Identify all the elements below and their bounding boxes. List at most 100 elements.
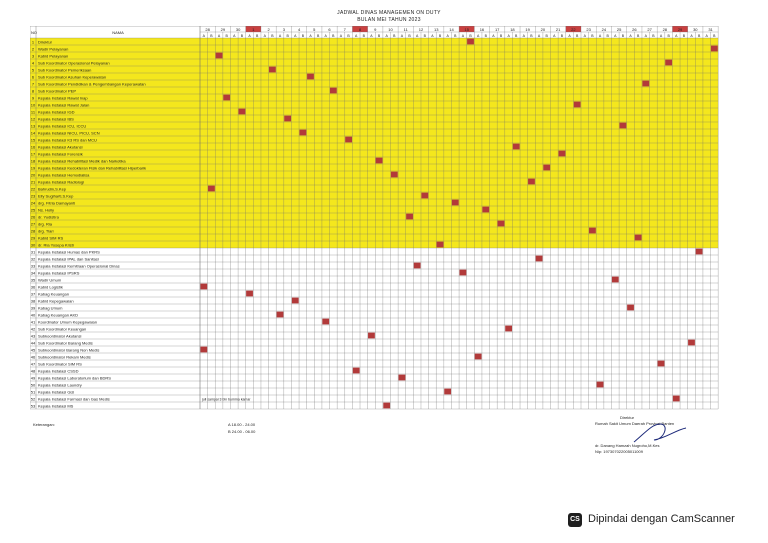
legend-shift-b: B 24.00 - 06.00 <box>228 429 256 434</box>
row-name: Kabid Pelayanan <box>38 54 68 59</box>
row-name: Kepala Instalasi Forensik <box>38 152 83 157</box>
duty-mark <box>268 66 276 73</box>
shift-label: B <box>317 34 320 38</box>
row-number: 10 <box>31 103 36 108</box>
row-number: 25 <box>31 208 36 213</box>
row-name: Kepala Instalasi NICU, PICU, SCN <box>38 131 100 136</box>
shift-label: A <box>248 34 251 38</box>
shift-label: B <box>652 34 655 38</box>
date-label: 26 <box>632 27 637 32</box>
date-header-red <box>565 26 581 32</box>
row-number: 31 <box>31 250 36 255</box>
row-name: Sub Koordinator Pendidikan & Pengembanga… <box>38 82 146 87</box>
row-name: drg. Fitria Damayanti <box>38 201 75 206</box>
row-number: 3 <box>32 54 35 59</box>
date-label: 13 <box>434 27 439 32</box>
row-number: 4 <box>32 61 35 66</box>
row-number: 50 <box>31 383 36 388</box>
row-name: Kabid Logistik <box>38 285 63 290</box>
row-name: Kabag Umum <box>38 306 63 311</box>
row-name: Kabid Kepegawaian <box>38 299 74 304</box>
date-label: 17 <box>495 27 500 32</box>
date-label: 30 <box>236 27 241 32</box>
shift-label: B <box>408 34 411 38</box>
camscanner-watermark: Dipindai dengan CamScanner <box>588 513 735 525</box>
shift-label: A <box>446 34 449 38</box>
camscanner-logo-icon: CS <box>568 513 582 527</box>
duty-mark <box>710 45 718 52</box>
shift-label: B <box>286 34 289 38</box>
signatory-nip: Nip: 197307022005011009 <box>595 449 643 454</box>
duty-mark <box>436 241 444 248</box>
date-label: 12 <box>419 27 424 32</box>
date-header-red <box>352 26 368 32</box>
row-name: Kepala Instalasi Rawat Inap <box>38 96 88 101</box>
row-name: Kepala Instalasi Rawat Jalan <box>38 103 89 108</box>
shift-label: B <box>683 34 686 38</box>
shift-label: A <box>675 34 678 38</box>
date-label: 7 <box>344 27 347 32</box>
shift-label: A <box>690 34 693 38</box>
shift-label: A <box>294 34 297 38</box>
legend-shift-a: A 18.00 - 24.00 <box>228 422 256 427</box>
duty-mark <box>421 192 429 199</box>
row-number: 6 <box>32 75 35 80</box>
shift-label: A <box>568 34 571 38</box>
row-number: 11 <box>31 110 36 115</box>
duty-mark <box>238 108 246 115</box>
shift-label: B <box>622 34 625 38</box>
shift-label: B <box>454 34 457 38</box>
shift-label: B <box>576 34 579 38</box>
date-label: 11 <box>404 27 409 32</box>
row-name: Subkoordinator Rekam Medis <box>38 355 91 360</box>
date-label: 28 <box>205 27 210 32</box>
row-name: Bahrudin,S.Kep <box>38 187 67 192</box>
date-label: 29 <box>678 27 683 32</box>
date-label: 6 <box>328 27 331 32</box>
duty-mark <box>322 318 330 325</box>
row-name: Kepala Instalasi Laboratorium dan BDRS <box>38 376 111 381</box>
row-name: Kepala Instalasi CSSD <box>38 369 79 374</box>
duty-mark <box>345 136 352 143</box>
date-header-red <box>245 26 261 32</box>
row-number: 43 <box>31 334 36 339</box>
shift-label: A <box>416 34 419 38</box>
shift-label: B <box>210 34 213 38</box>
row-name: Sub Koordinator Keuangan <box>38 327 86 332</box>
date-label: 14 <box>449 27 454 32</box>
date-label: 27 <box>647 27 652 32</box>
shift-label: A <box>462 34 465 38</box>
row-name: Sub Koordinator Barang Medis <box>38 341 93 346</box>
row-name: Kepala Instalasi IGD <box>38 110 75 115</box>
shift-label: B <box>515 34 518 38</box>
date-label: 9 <box>374 27 377 32</box>
shift-label: B <box>302 34 305 38</box>
shift-label: B <box>271 34 274 38</box>
row-number: 49 <box>31 376 36 381</box>
row-name: Elly Sugiharti,S.Kep <box>38 194 74 199</box>
row-name: Wadir Umum <box>38 278 62 283</box>
date-label: 3 <box>283 27 286 32</box>
shift-label: A <box>477 34 480 38</box>
duty-mark <box>512 143 520 150</box>
duty-mark <box>246 290 253 297</box>
signatory-name: dr. Danang Hamzah Nugroho,M.Kes <box>595 443 660 448</box>
date-label: 28 <box>663 27 668 32</box>
duty-mark <box>642 80 650 87</box>
duty-mark <box>390 171 398 178</box>
shift-label: B <box>591 34 594 38</box>
row-number: 23 <box>31 194 36 199</box>
row-number: 45 <box>31 348 36 353</box>
shift-label: A <box>279 34 282 38</box>
row-name: Sub Koordinator SIM RS <box>38 362 82 367</box>
row-name: Kepala Instalasi IPAL dan Sanitasi <box>38 257 99 262</box>
shift-label: A <box>203 34 206 38</box>
row-name: Kepala Instalasi Radiologi <box>38 180 84 185</box>
shift-label: A <box>386 34 389 38</box>
row-number: 13 <box>31 124 36 129</box>
signature-icon <box>633 423 687 443</box>
date-label: 23 <box>586 27 591 32</box>
row-name: drg. Tiari <box>38 229 54 234</box>
row-number: 36 <box>31 285 36 290</box>
